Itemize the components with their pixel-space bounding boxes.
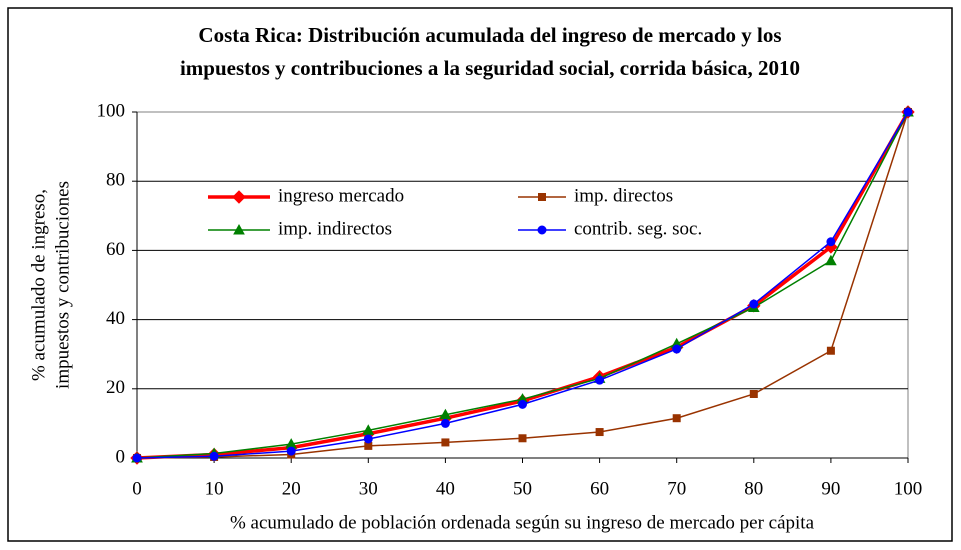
data-point — [595, 375, 605, 385]
data-point — [440, 418, 450, 428]
y-axis-label: impuestos y contribuciones — [52, 181, 73, 389]
legend-label: imp. directos — [574, 185, 673, 206]
y-axis-label: % acumulado de ingreso, — [28, 189, 49, 381]
x-tick-label: 40 — [436, 478, 455, 499]
y-tick-label: 20 — [106, 377, 125, 398]
legend-label: imp. indirectos — [278, 218, 392, 239]
x-tick-label: 80 — [744, 478, 763, 499]
y-tick-label: 80 — [106, 170, 125, 191]
data-point — [672, 414, 681, 423]
data-point — [286, 446, 296, 456]
chart-title: Costa Rica: Distribución acumulada del i… — [198, 23, 781, 47]
data-point — [903, 107, 913, 117]
legend-marker — [232, 190, 246, 204]
data-point — [209, 451, 219, 461]
data-point — [518, 399, 527, 409]
data-point — [825, 254, 837, 266]
legend-label: ingreso mercado — [278, 185, 404, 206]
y-tick-label: 100 — [97, 100, 126, 121]
data-point — [595, 428, 604, 437]
x-tick-label: 60 — [590, 478, 609, 499]
x-tick-label: 100 — [894, 478, 923, 499]
legend-marker — [233, 223, 245, 235]
data-point — [749, 299, 759, 309]
data-point — [826, 237, 836, 247]
x-tick-label: 70 — [667, 478, 686, 499]
data-point — [441, 438, 450, 447]
data-point — [363, 434, 373, 444]
legend-marker — [538, 193, 546, 201]
x-tick-label: 50 — [513, 478, 532, 499]
y-tick-label: 0 — [116, 446, 126, 467]
x-tick-label: 10 — [205, 478, 224, 499]
x-tick-label: 20 — [282, 478, 301, 499]
data-point — [826, 346, 835, 355]
x-tick-label: 90 — [821, 478, 840, 499]
data-point — [362, 424, 375, 435]
y-tick-label: 40 — [106, 308, 125, 329]
data-point — [439, 408, 452, 420]
data-point — [672, 344, 682, 354]
x-axis-label: % acumulado de población ordenada según … — [230, 512, 815, 533]
y-tick-label: 60 — [106, 239, 125, 260]
chart-title: impuestos y contribuciones a la segurida… — [180, 56, 800, 80]
legend-label: contrib. seg. soc. — [574, 218, 702, 239]
data-point — [749, 389, 758, 398]
data-point — [518, 434, 527, 443]
x-tick-label: 0 — [132, 478, 142, 499]
x-tick-label: 30 — [359, 478, 378, 499]
legend-marker — [537, 225, 547, 235]
data-point — [132, 453, 142, 463]
